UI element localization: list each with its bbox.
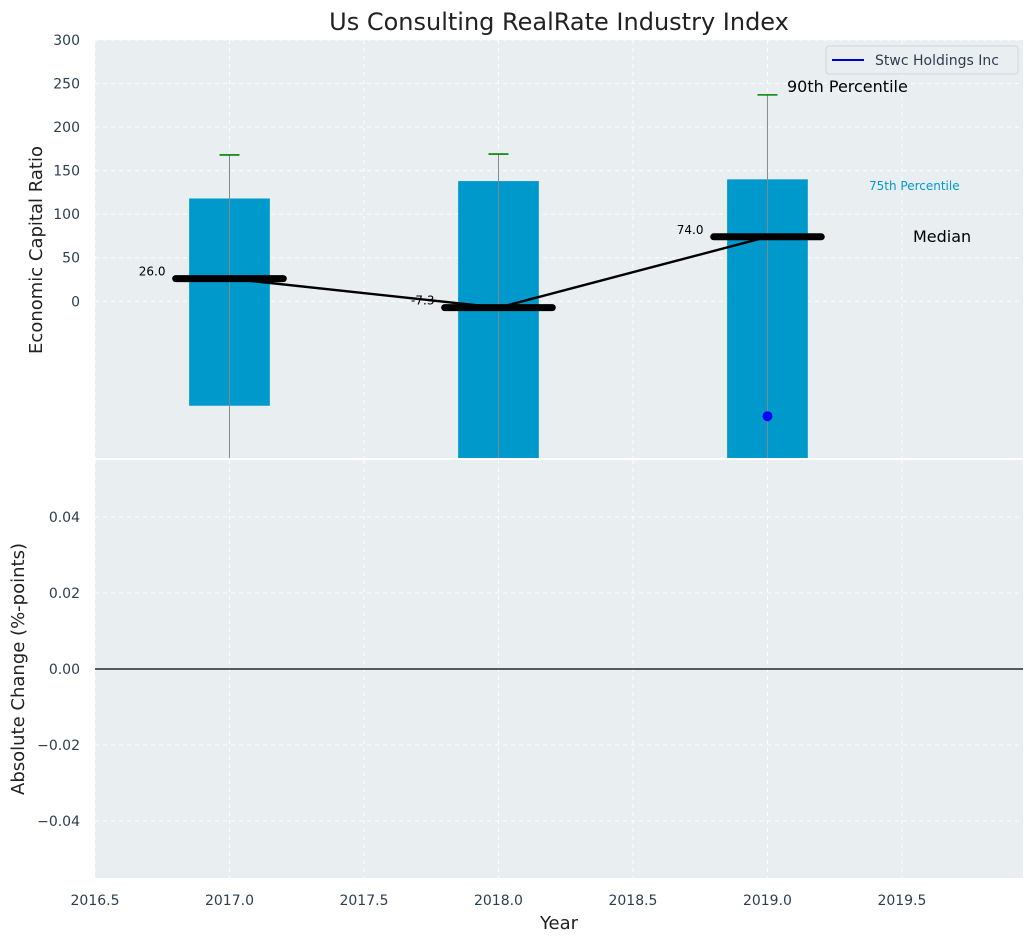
top-y-tick-label: 250	[53, 77, 80, 93]
x-tick-label: 2017.5	[339, 893, 388, 909]
x-tick-label: 2019.0	[743, 893, 792, 909]
x-tick-label: 2018.5	[608, 893, 657, 909]
median-trend-line	[229, 235, 768, 309]
x-tick-label: 2017.0	[205, 893, 254, 909]
bottom-y-tick-label: −0.02	[37, 738, 80, 754]
annotation-90th-percentile: 90th Percentile	[787, 77, 908, 96]
x-tick-label: 2018.0	[474, 893, 523, 909]
top-y-tick-labels: 0 50 100 150 200 250 300	[53, 33, 80, 310]
annotation-median: Median	[913, 227, 971, 246]
median-value-label: 74.0	[677, 223, 704, 237]
bottom-y-tick-label: 0.02	[49, 586, 80, 602]
x-tick-label: 2019.5	[877, 893, 926, 909]
top-y-tick-label: 100	[53, 207, 80, 223]
top-y-tick-label: 50	[62, 251, 80, 267]
bottom-y-tick-label: 0.00	[49, 662, 80, 678]
top-y-tick-label: 0	[71, 294, 80, 310]
top-y-axis-label: Economic Capital Ratio	[26, 146, 47, 354]
legend-box	[825, 45, 1019, 75]
median-value-label: 26.0	[139, 265, 166, 279]
x-tick-labels: 2016.5 2017.0 2017.5 2018.0 2018.5 2019.0 2019…	[71, 893, 927, 909]
bottom-y-tick-labels: 0.04 0.02 0.00 −0.02 −0.04	[37, 510, 80, 830]
annotation-75th-percentile: 75th Percentile	[869, 179, 960, 193]
top-y-tick-label: 200	[53, 120, 80, 136]
bottom-y-axis-label: Absolute Change (%-points)	[8, 543, 29, 795]
legend: Stwc Holdings Inc	[825, 45, 1019, 75]
chart-title: Us Consulting RealRate Industry Index	[329, 8, 789, 36]
bottom-y-tick-label: 0.04	[49, 510, 80, 526]
top-y-tick-label: 300	[53, 33, 80, 49]
company-data-point	[762, 411, 773, 422]
company-series	[762, 411, 773, 422]
top-y-tick-label: 150	[53, 164, 80, 180]
x-tick-label: 2016.5	[71, 893, 120, 909]
bottom-y-tick-label: −0.04	[37, 814, 80, 830]
legend-entry: Stwc Holdings Inc	[875, 53, 999, 69]
x-axis-label: Year	[539, 913, 579, 934]
median-series: 26.0-7.374.0	[139, 223, 825, 312]
